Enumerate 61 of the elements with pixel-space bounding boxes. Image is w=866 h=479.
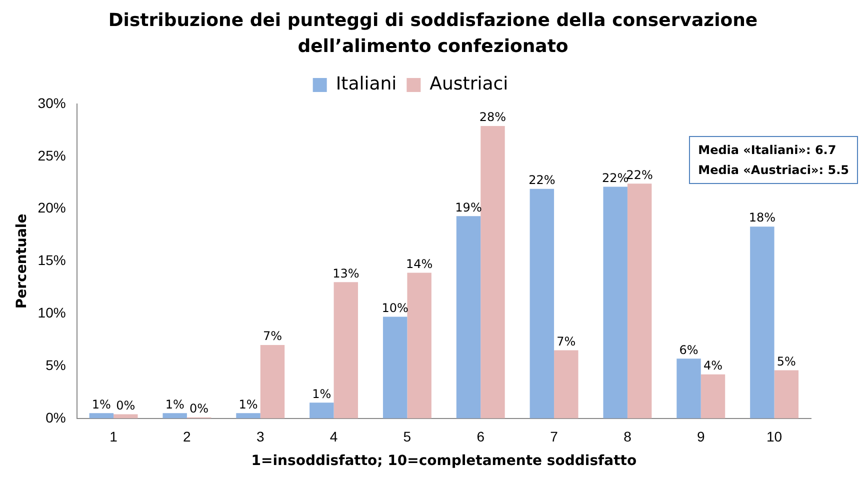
data-label: 6% xyxy=(679,342,698,357)
bar xyxy=(627,184,652,418)
x-tick-label: 6 xyxy=(476,428,485,445)
y-tick-label: 0% xyxy=(46,409,66,426)
data-label: 1% xyxy=(238,397,258,412)
data-label: 0% xyxy=(116,398,136,412)
y-tick-label: 10% xyxy=(38,304,66,320)
y-tick-label: 30% xyxy=(38,94,66,111)
bar xyxy=(310,402,334,418)
x-tick-label: 4 xyxy=(330,428,338,445)
legend-label: Austriaci xyxy=(430,74,508,95)
data-label: 5% xyxy=(776,354,796,368)
data-label: 18% xyxy=(748,210,776,225)
y-axis-title: Percentuale xyxy=(14,214,30,309)
y-tick-label: 5% xyxy=(46,356,66,373)
y-tick-label: 15% xyxy=(38,252,66,268)
bar xyxy=(334,282,358,418)
bar xyxy=(114,414,138,418)
bar xyxy=(603,186,628,418)
data-label: 28% xyxy=(479,110,506,124)
x-tick-label: 5 xyxy=(403,428,412,445)
x-tick-label: 3 xyxy=(256,428,264,445)
bar xyxy=(456,216,481,418)
bar xyxy=(554,350,578,418)
annotation: Media «Austriaci»: 5.5 xyxy=(698,162,849,179)
bar xyxy=(89,413,114,418)
x-axis-title: 1=insoddisfatto; 10=completamente soddisfatto xyxy=(251,453,637,470)
data-label: 22% xyxy=(528,173,556,188)
bar xyxy=(700,374,726,418)
x-tick-label: 7 xyxy=(550,428,558,445)
data-label: 4% xyxy=(703,358,723,373)
bar xyxy=(480,126,505,418)
chart-title: Distribuzione dei punteggi di soddisfazione della conservazione dell’alimento confezionato xyxy=(107,9,759,59)
legend-label: Italiani xyxy=(336,74,397,95)
bar xyxy=(774,370,799,418)
data-label: 14% xyxy=(406,256,433,271)
data-label: 19% xyxy=(455,200,482,214)
data-label: 1% xyxy=(92,397,111,412)
x-tick-label: 2 xyxy=(183,428,192,445)
bar xyxy=(676,358,701,418)
bar xyxy=(530,188,554,418)
x-tick-label: 1 xyxy=(110,428,118,445)
bar xyxy=(407,272,432,418)
x-tick-label: 9 xyxy=(696,428,705,445)
data-label: 1% xyxy=(165,397,184,412)
x-tick-label: 8 xyxy=(624,428,632,445)
bar xyxy=(750,226,774,418)
y-tick-label: 20% xyxy=(38,200,66,216)
data-label: 1% xyxy=(312,386,332,401)
data-label: 7% xyxy=(556,334,576,348)
x-tick-label: 10 xyxy=(766,428,782,445)
data-label: 7% xyxy=(262,329,282,344)
bar xyxy=(382,316,408,418)
data-label: 13% xyxy=(332,266,360,280)
data-label: 0% xyxy=(190,402,209,416)
bar xyxy=(260,345,285,418)
annotation: Media «Italiani»: 6.7 xyxy=(698,142,838,159)
data-label: 10% xyxy=(382,300,408,315)
bar xyxy=(162,413,187,418)
y-tick-label: 25% xyxy=(38,147,66,164)
bar xyxy=(236,413,260,418)
